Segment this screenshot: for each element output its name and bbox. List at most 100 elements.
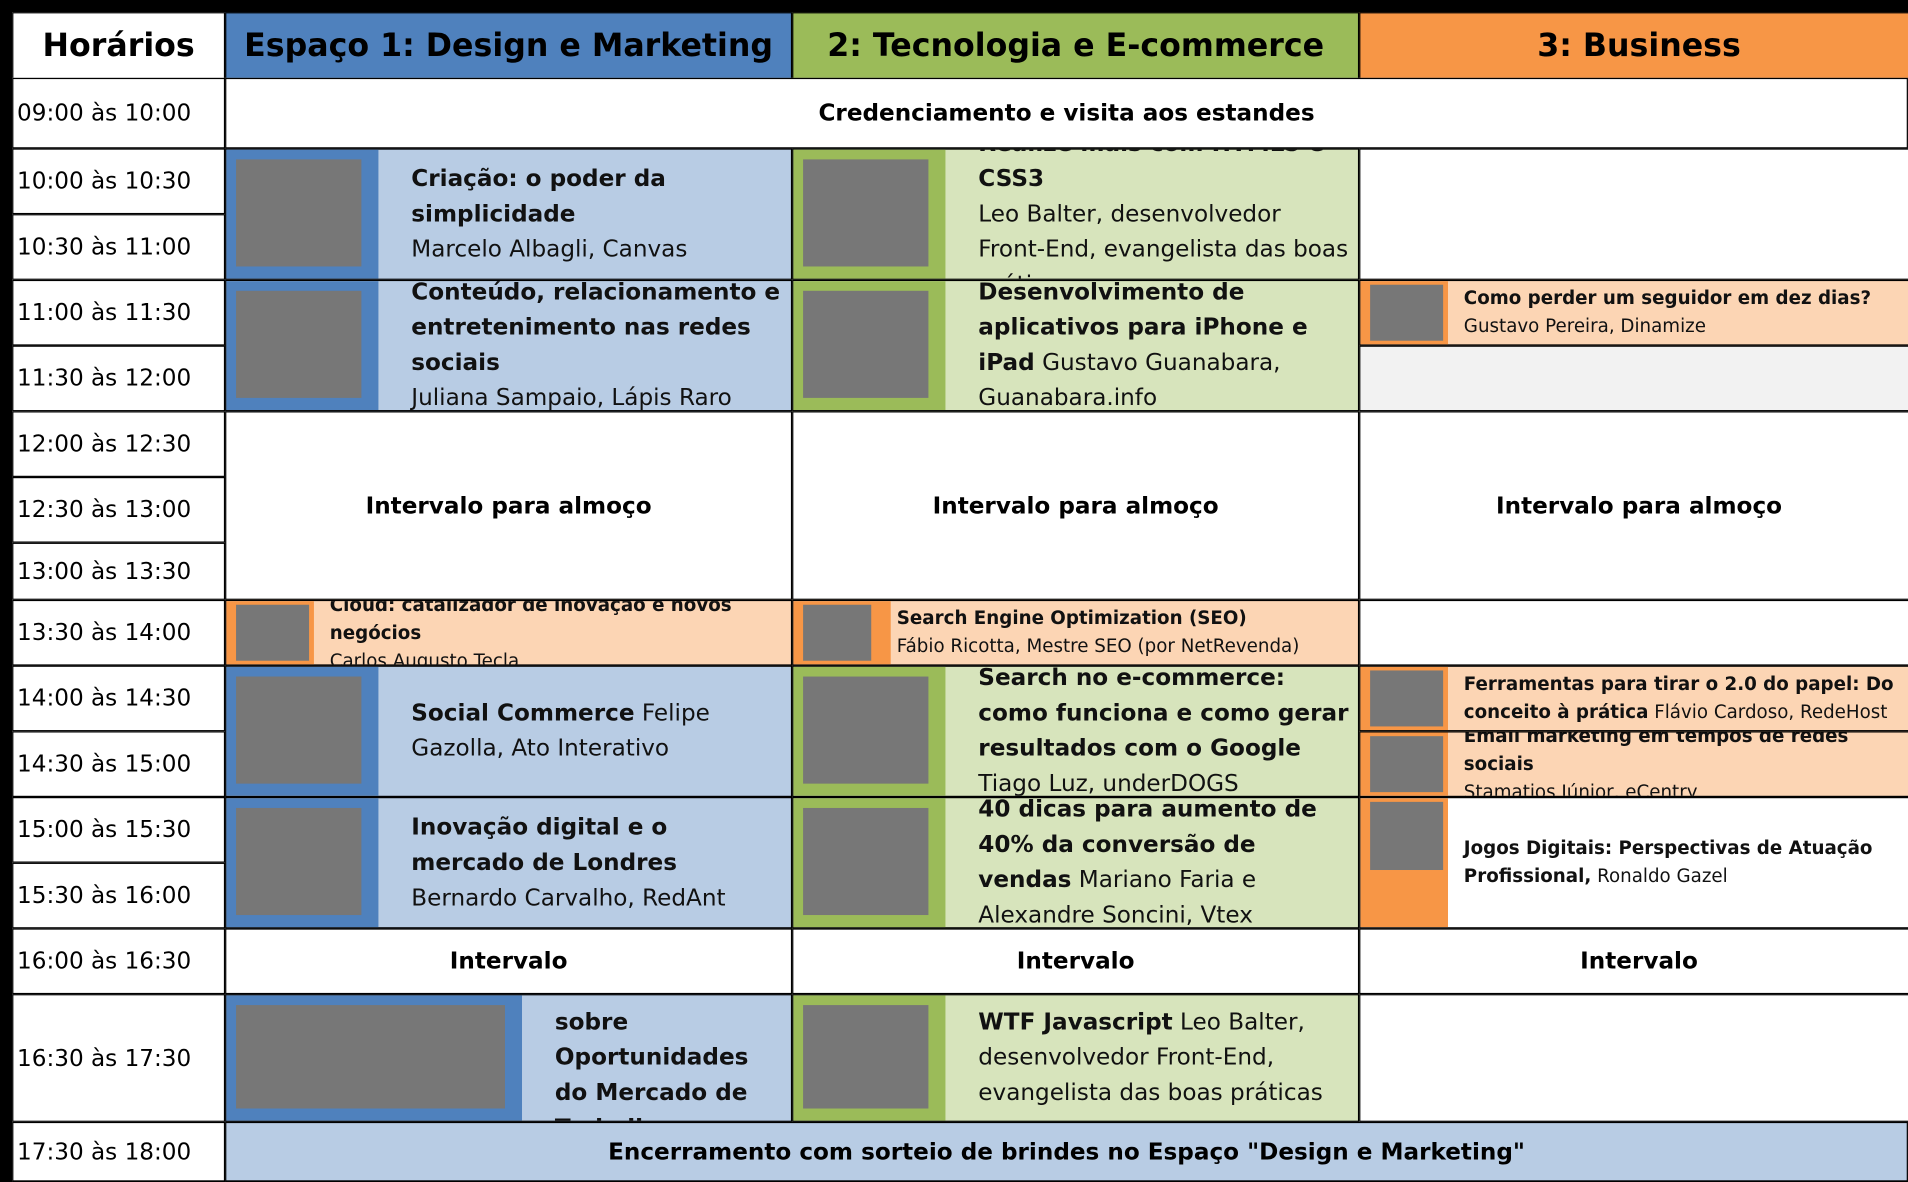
header-label: Espaço 1: Design e Marketing [226,13,791,77]
closing-cell: Encerramento com sorteio de brindes no E… [225,1121,1908,1182]
column-header: 3: Business [1359,12,1908,80]
column-header: 2: Tecnologia e E-commerce [792,12,1360,80]
time-cell: 15:00 às 15:30 [12,797,226,863]
photo [803,1005,929,1109]
time-label: 15:30 às 16:00 [17,864,191,927]
header-label: 3: Business [1360,13,1908,77]
session: Conteúdo, relacionamento e entreteniment… [225,279,793,412]
session-line: Criação: o poder da simplicidade [411,161,783,232]
photo [236,676,362,784]
session-speaker: Juliana Sampaio, Lápis Raro [411,384,732,412]
break: Intervalo [793,930,1358,993]
session-speaker: Ronaldo Gazel [1597,865,1728,888]
photo [803,676,929,784]
session-title: Criação: o poder da simplicidade [411,164,666,227]
session-title: Inovação digital e o mercado de Londres [411,813,677,876]
session: Cloud: catalizador de inovação e novos n… [225,599,793,666]
session-title: Search no e-commerce: como funciona e co… [978,665,1349,762]
time-text: 14:00 às 14:30 [17,685,192,712]
session-text: Cloud: catalizador de inovação e novos n… [330,601,786,664]
header-label-text: Horários [42,27,195,64]
session-line: 40 dicas para aumento de 40% da conversã… [978,798,1350,927]
session-text: Como perder um seguidor em dez dias? Gust… [1464,281,1908,344]
column-header: Espaço 1: Design e Marketing [225,12,793,80]
time-label: 15:00 às 15:30 [17,798,191,861]
empty-cell [1359,345,1908,412]
session: WTF Javascript Leo Balter, desenvolvedor… [792,994,1360,1122]
photo [236,807,362,916]
session: Criação: o poder da simplicidade Marcelo … [225,148,793,280]
session-text: Jogos Digitais: Perspectivas de Atuação … [1464,798,1908,927]
session-title: Search Engine Optimization (SEO) [896,607,1247,630]
lunch: Intervalo para almoço [793,412,1358,598]
session-text: Mesa-redonda sobre Oportunidades do Merc… [555,995,784,1120]
photo [1370,670,1444,727]
session-text: Conteúdo, relacionamento e entreteniment… [411,281,783,410]
session-text: Criação: o poder da simplicidade Marcelo … [411,150,783,279]
time-label: 10:30 às 11:00 [17,215,191,278]
lunch-cell: Intervalo para almoço [225,411,793,600]
photo [236,1005,505,1109]
session-speaker: Gustavo Guanabara, Guanabara.info [978,349,1281,412]
time-label: 11:30 às 12:00 [17,347,191,410]
lunch: Intervalo para almoço [1360,412,1908,598]
header-label: 2: Tecnologia e E-commerce [793,13,1358,77]
empty-cell [1359,148,1908,280]
time-cell: 13:00 às 13:30 [12,542,226,600]
session: Inovação digital e o mercado de Londres … [225,797,793,929]
session-line: Search Engine Optimization (SEO) [897,605,1353,633]
lunch-text: Intervalo para almoço [365,492,652,519]
empty-cell [1359,994,1908,1122]
time-text: 16:00 às 16:30 [17,947,192,975]
lunch-text: Intervalo para almoço [932,492,1219,519]
time-label: 11:00 às 11:30 [17,281,191,344]
time-text: 17:30 às 18:00 [17,1138,192,1166]
session-line: Desenvolvimento de aplicativos para iPho… [978,279,1350,412]
session-line: WTF Javascript Leo Balter, desenvolvedor… [978,1005,1350,1111]
session: Realize mais com HTML5 e CSS3 Leo Balter,… [792,148,1360,280]
lunch-text: Intervalo para almoço [1496,492,1783,519]
session-line: Realize mais com HTML5 e CSS3 [978,150,1350,197]
session-text: Social Commerce Felipe Gazolla, Ato Inte… [411,667,783,796]
time-cell: 13:30 às 14:00 [12,599,226,666]
session-speaker: Tiago Luz, underDOGS [978,770,1239,798]
session: Search no e-commerce: como funciona e co… [792,665,1360,798]
photo [803,807,929,916]
break: Intervalo [226,930,791,993]
session-speaker: Marcelo Albagli, Canvas [411,235,688,263]
time-text: 10:00 às 10:30 [17,167,192,195]
session-speaker: Felipe Gazolla, Ato Interativo [411,699,710,762]
session-speaker: Fábio Ricotta, Mestre SEO (por NetRevend… [896,635,1300,658]
photo [803,159,929,267]
time-text: 13:00 às 13:30 [17,557,192,585]
session-speaker: Gustavo Pereira, Dinamize [1463,315,1706,338]
session: 40 dicas para aumento de 40% da conversã… [792,797,1360,929]
session-title: Email marketing em tempos de redes socia… [1463,731,1849,775]
time-text: 11:30 às 12:00 [17,365,192,392]
session-line: Search no e-commerce: como funciona e co… [978,665,1350,767]
time-text: 11:00 às 11:30 [17,299,192,327]
time-cell: 11:00 às 11:30 [12,279,226,346]
time-label: 17:30 às 18:00 [17,1123,191,1180]
time-cell: 15:30 às 16:00 [12,862,226,929]
session-speaker: Leo Balter, desenvolvedor Front-End, eva… [978,200,1349,278]
lunch: Intervalo para almoço [226,412,791,598]
time-text: 16:30 às 17:30 [17,1044,192,1072]
session-line: Como perder um seguidor em dez dias? [1464,285,1908,313]
time-label: 13:00 às 13:30 [17,544,191,599]
time-label: 14:30 às 15:00 [17,733,191,796]
session-line: Mesa-redonda sobre Oportunidades do Merc… [555,995,784,1120]
lunch-cell: Intervalo para almoço [1359,411,1908,600]
break: Intervalo [1360,930,1908,993]
lunch-cell: Intervalo para almoço [792,411,1360,600]
time-cell: 16:30 às 17:30 [12,994,226,1122]
session-line: Social Commerce Felipe Gazolla, Ato Inte… [411,696,783,767]
session-speaker: Flávio Cardoso, RedeHost [1654,700,1888,723]
column-header: Horários [12,12,226,80]
session-title: Desenvolvimento de aplicativos para iPho… [978,279,1308,376]
session: Jogos Digitais: Perspectivas de Atuação … [1359,797,1908,929]
time-cell: 11:30 às 12:00 [12,345,226,412]
header-label-text: 2: Tecnologia e E-commerce [827,27,1325,64]
header-label-text: Espaço 1: Design e Marketing [244,27,774,64]
header-label: Horários [13,13,224,77]
